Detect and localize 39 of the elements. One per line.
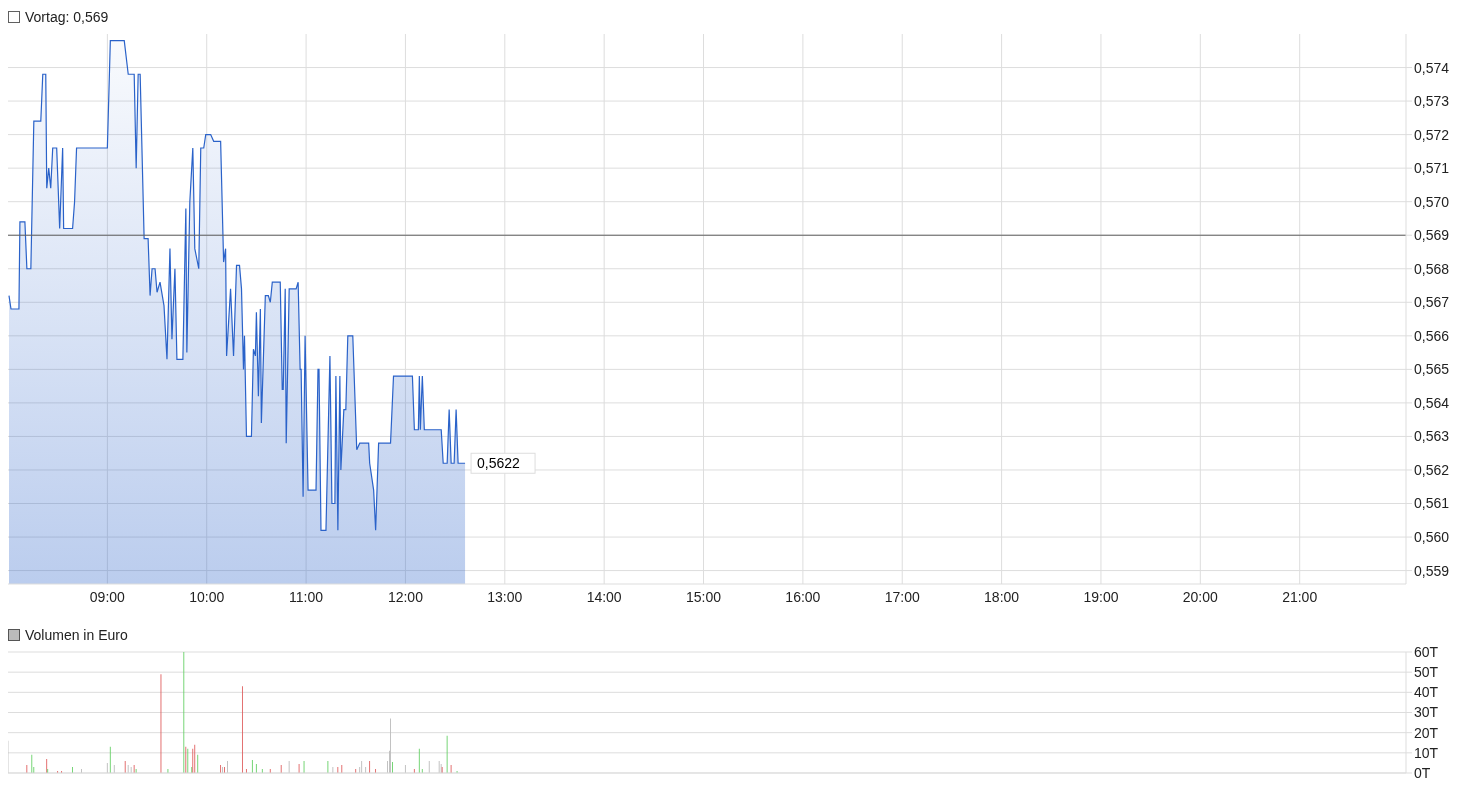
y-tick-label: 0,569 [1414,227,1450,244]
y-tick-label: 0,567 [1414,294,1450,311]
x-tick-label: 14:00 [586,588,622,605]
y-tick-label: 0,570 [1414,193,1450,210]
y-tick-label: 0,573 [1414,93,1450,110]
y-tick-label: 0,561 [1414,495,1450,512]
x-tick-label: 20:00 [1182,588,1219,605]
x-tick-label: 19:00 [1083,588,1119,605]
x-tick-label: 17:00 [884,588,920,605]
x-tick-label: 09:00 [89,588,126,605]
y-tick-label: 60T [1414,643,1439,660]
y-tick-label: 20T [1414,724,1439,741]
legend-label: Volumen in Euro [25,627,128,643]
legend-label: Vortag: 0,569 [25,9,109,25]
y-tick-label: 40T [1414,684,1439,701]
x-tick-label: 10:00 [189,588,225,605]
y-tick-label: 0,559 [1414,562,1450,579]
y-tick-label: 30T [1414,704,1439,721]
x-tick-label: 15:00 [686,588,722,605]
y-tick-label: 0,565 [1414,361,1450,378]
y-tick-label: 50T [1414,664,1439,681]
y-tick-label: 0,568 [1414,260,1450,277]
x-tick-label: 12:00 [387,588,424,605]
x-tick-label: 11:00 [289,588,324,605]
y-tick-label: 10T [1414,744,1439,761]
y-tick-label: 0,564 [1414,394,1450,411]
y-tick-label: 0,563 [1414,428,1450,445]
x-tick-label: 13:00 [487,588,523,605]
y-tick-label: 0,562 [1414,461,1450,478]
x-tick-label: 21:00 [1282,588,1318,605]
y-tick-label: 0,574 [1414,59,1450,76]
y-tick-label: 0,571 [1414,160,1450,177]
y-tick-label: 0T [1414,764,1431,781]
x-tick-label: 18:00 [984,588,1020,605]
x-tick-label: 16:00 [785,588,821,605]
annotation: 0,5622 [477,455,521,472]
y-tick-label: 0,566 [1414,327,1450,344]
y-tick-label: 0,572 [1414,126,1450,143]
y-tick-label: 0,560 [1414,529,1450,546]
